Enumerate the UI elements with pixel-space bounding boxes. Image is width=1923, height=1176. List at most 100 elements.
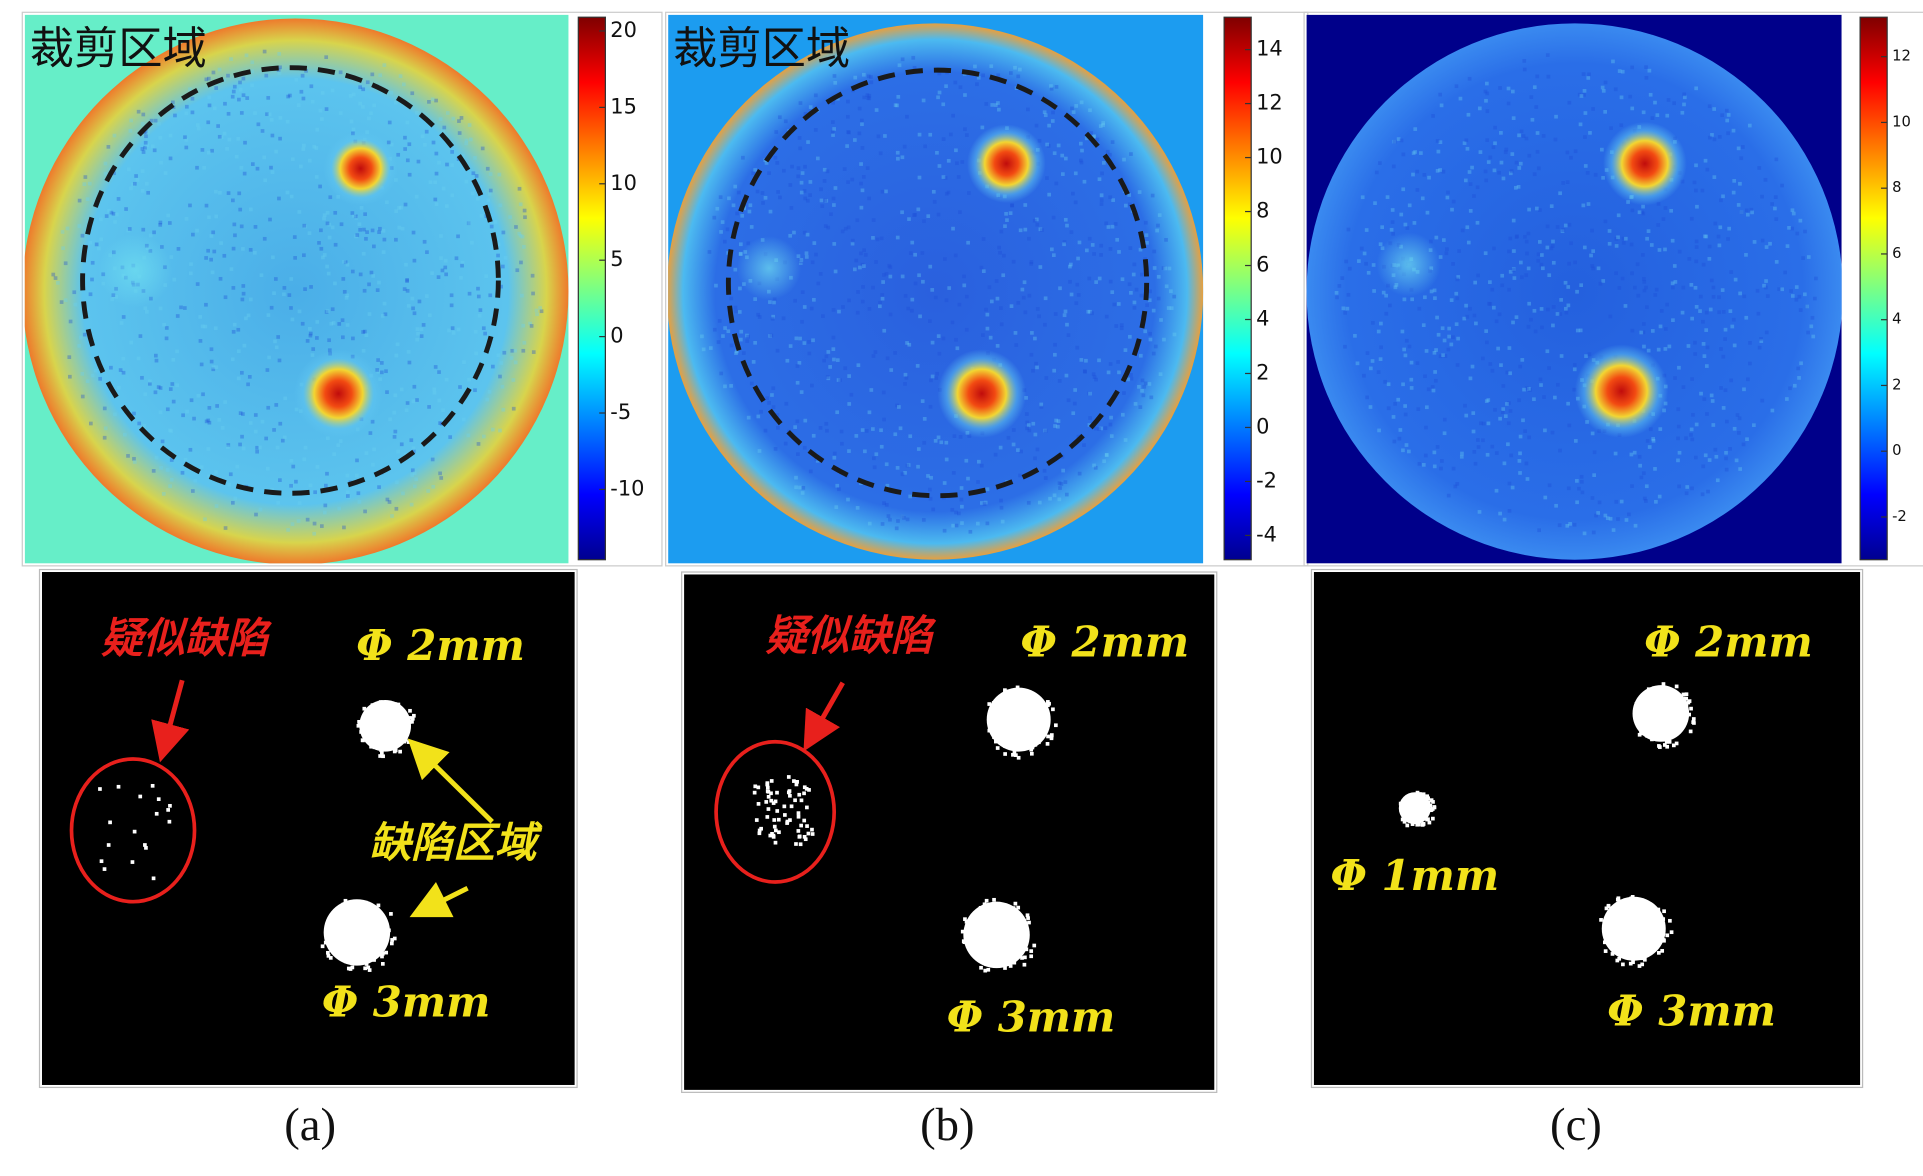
speckle: [258, 446, 262, 450]
speckle: [831, 120, 835, 124]
speckle: [98, 377, 102, 381]
speckle: [1500, 161, 1504, 165]
speckle: [1060, 482, 1064, 486]
speckle: [1740, 211, 1744, 215]
speckle: [183, 306, 187, 310]
speckle: [519, 261, 523, 265]
speckle: [1619, 123, 1623, 127]
speckle: [378, 73, 382, 77]
speckle: [406, 158, 410, 162]
speckle: [1685, 491, 1689, 495]
speckle: [1401, 330, 1405, 334]
speckle: [127, 168, 131, 172]
speckle: [1525, 240, 1529, 244]
speckle: [341, 318, 345, 322]
speckle: [367, 282, 371, 286]
speckle: [899, 426, 903, 430]
speckle: [437, 370, 441, 374]
speckle: [1144, 382, 1148, 386]
speckle: [486, 199, 490, 203]
speckle: [1517, 166, 1521, 170]
blob-edge: [329, 956, 333, 960]
speckle: [918, 133, 922, 137]
speckle: [256, 167, 260, 171]
speckle: [769, 210, 773, 214]
speckle: [476, 287, 480, 291]
speckle: [732, 203, 736, 207]
speckle: [241, 284, 245, 288]
colorbar-tick-label: 8: [1892, 179, 1901, 196]
speckle: [1536, 131, 1540, 135]
speckle: [1737, 147, 1741, 151]
speckle: [538, 306, 542, 310]
speckle: [1708, 458, 1712, 462]
annotation: Φ 3mm: [947, 993, 1116, 1042]
speckle: [1450, 208, 1454, 212]
speckle: [271, 134, 275, 138]
speckle: [1072, 110, 1076, 114]
speckle: [1016, 301, 1020, 305]
speckle: [402, 83, 406, 87]
speckle: [1525, 137, 1529, 141]
blob-edge: [1030, 752, 1034, 756]
noise-dot: [793, 798, 797, 802]
speckle: [931, 508, 935, 512]
speckle: [290, 459, 294, 463]
speckle: [1517, 185, 1521, 189]
speckle: [339, 70, 343, 74]
speckle: [168, 484, 172, 488]
speckle: [1173, 333, 1177, 337]
speckle: [513, 349, 517, 353]
speckle: [1451, 262, 1455, 266]
speckle: [1518, 451, 1522, 455]
blob-edge: [985, 899, 989, 903]
speckle: [415, 111, 419, 115]
speckle: [851, 239, 855, 243]
blob-edge: [1411, 822, 1415, 826]
colorbar-tick-label: 2: [1256, 360, 1269, 384]
speckle: [1548, 483, 1552, 487]
speckle: [1693, 341, 1697, 345]
speckle: [376, 288, 380, 292]
speckle: [753, 341, 757, 345]
blob-edge: [1023, 963, 1027, 967]
speckle: [318, 185, 322, 189]
speckle: [1676, 407, 1680, 411]
speckle: [1715, 455, 1719, 459]
blob-edge: [1020, 956, 1024, 960]
speckle: [270, 306, 274, 310]
blob-edge: [980, 912, 984, 916]
speckle: [1148, 382, 1152, 386]
blob-edge: [1037, 740, 1041, 744]
speckle: [302, 144, 306, 148]
speckle: [1390, 228, 1394, 232]
noise-dot: [766, 786, 770, 790]
speckle: [1057, 497, 1061, 501]
speckle: [810, 307, 814, 311]
speckle: [1598, 501, 1602, 505]
speckle: [1648, 69, 1652, 73]
speckle: [1387, 382, 1391, 386]
speckle: [1500, 274, 1504, 278]
speckle: [1667, 98, 1671, 102]
speckle: [1533, 85, 1537, 89]
speckle: [934, 439, 938, 443]
speckle: [326, 222, 330, 226]
speckle: [434, 99, 438, 103]
speckle: [447, 329, 451, 333]
blob-edge: [1027, 921, 1031, 925]
speckle: [282, 292, 286, 296]
speckle: [166, 214, 170, 218]
speckle: [499, 361, 503, 365]
speckle: [756, 415, 760, 419]
speckle: [803, 305, 807, 309]
speckle: [1057, 144, 1061, 148]
blob-edge: [1660, 949, 1664, 953]
speckle: [365, 451, 369, 455]
speckle: [923, 145, 927, 149]
speckle: [1554, 504, 1558, 508]
speckle: [1762, 284, 1766, 288]
speckle: [1764, 178, 1768, 182]
speckle: [841, 305, 845, 309]
speckle: [362, 228, 366, 232]
